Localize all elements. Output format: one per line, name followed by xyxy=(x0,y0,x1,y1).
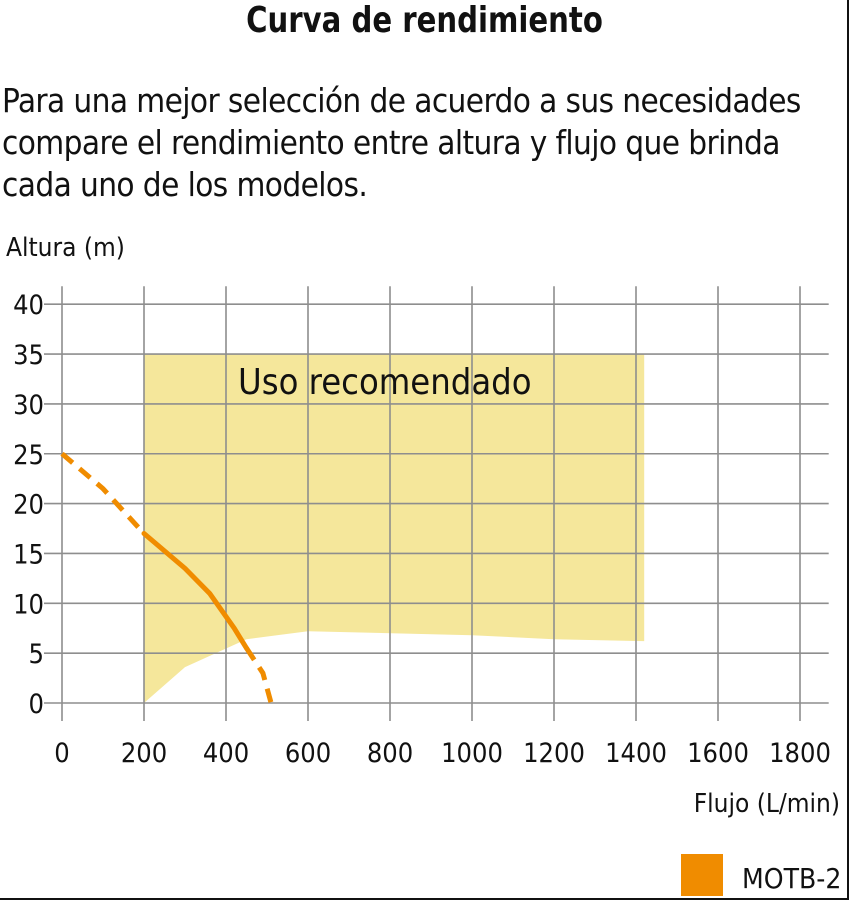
y-tick-label: 15 xyxy=(13,539,44,570)
intro-line: cada uno de los modelos. xyxy=(2,165,368,204)
recommended-region-layer xyxy=(144,354,645,703)
x-tick-label: 1400 xyxy=(605,738,667,769)
intro-line: Para una mejor selección de acuerdo a su… xyxy=(2,81,801,120)
page-title: Curva de rendimiento xyxy=(246,0,603,41)
y-tick-label: 35 xyxy=(13,340,44,371)
y-tick-label: 25 xyxy=(13,440,44,471)
y-tick-label: 30 xyxy=(13,390,44,421)
y-tick-label: 20 xyxy=(13,490,44,521)
y-tick-label: 10 xyxy=(13,589,44,620)
series-layer xyxy=(60,451,274,704)
x-tick-label: 1200 xyxy=(523,738,585,769)
legend-swatch xyxy=(681,854,723,896)
intro-text: Para una mejor selección de acuerdo a su… xyxy=(2,80,847,206)
y-tick-label: 5 xyxy=(29,639,44,670)
intro-line: compare el rendimiento entre altura y fl… xyxy=(2,123,780,162)
region-label: Uso recomendado xyxy=(238,362,532,403)
x-tick-label: 200 xyxy=(121,738,167,769)
recommended-region xyxy=(144,354,645,703)
legend-layer: MOTB-2 xyxy=(681,854,841,896)
y-tick-label: 40 xyxy=(13,290,44,321)
x-tick-label: 400 xyxy=(203,738,249,769)
x-tick-label: 0 xyxy=(54,738,69,769)
legend-label: MOTB-2 xyxy=(742,862,841,895)
x-tick-label: 1600 xyxy=(687,738,749,769)
x-axis-label: Flujo (L/min) xyxy=(694,789,840,819)
label-layer: Uso recomendado xyxy=(238,362,532,403)
x-tick-label: 1800 xyxy=(769,738,831,769)
y-axis-label: Altura (m) xyxy=(6,233,125,263)
series-line-dashed xyxy=(244,646,274,704)
x-tick-label: 1000 xyxy=(441,738,503,769)
series-line-dashed xyxy=(60,451,146,536)
grid-layer xyxy=(44,286,829,721)
y-tick-label: 0 xyxy=(29,689,44,720)
x-tick-label: 600 xyxy=(285,738,331,769)
x-tick-label: 800 xyxy=(367,738,413,769)
series-line xyxy=(141,531,249,651)
